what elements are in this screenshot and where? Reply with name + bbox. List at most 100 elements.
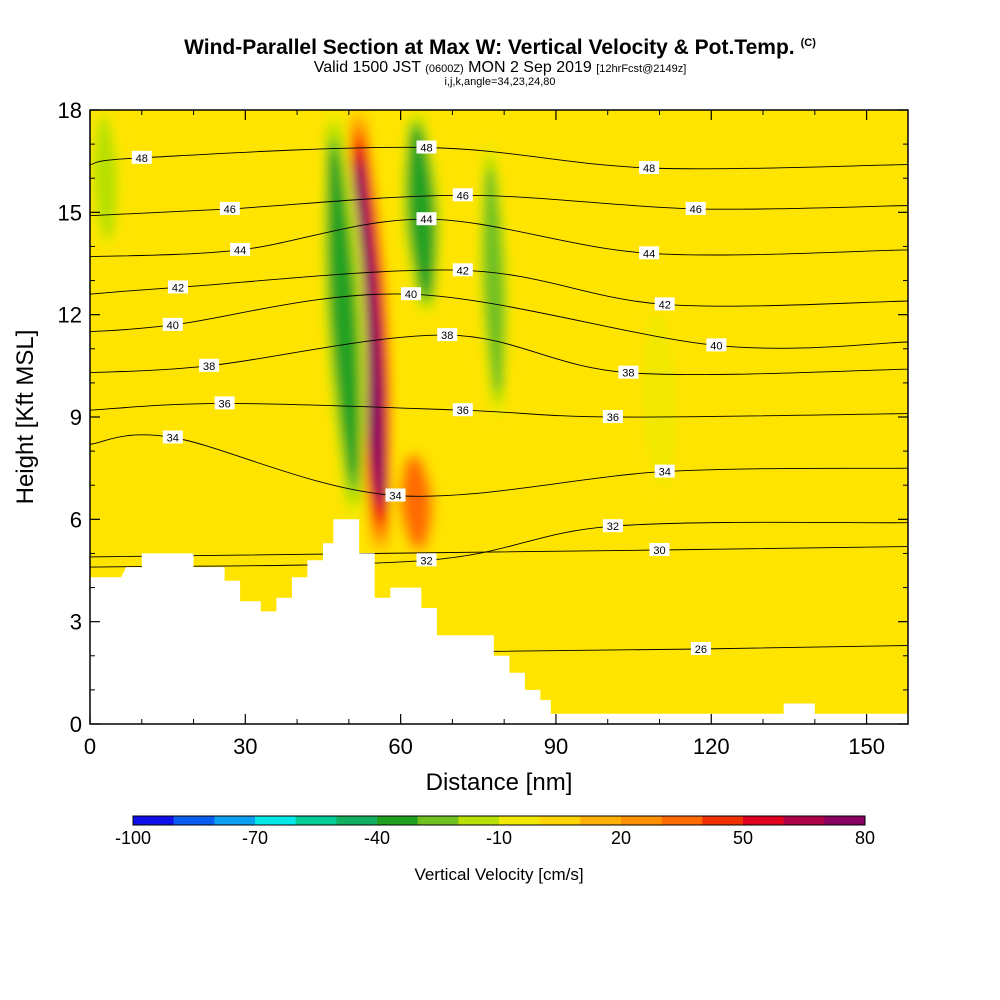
colorbar-swatch (702, 816, 744, 825)
colorbar-tick-label: -40 (364, 828, 390, 848)
contour-label: 30 (649, 543, 670, 557)
contour-label-text: 44 (234, 245, 246, 257)
colorbar-title: Vertical Velocity [cm/s] (414, 865, 583, 884)
colorbar-swatch (417, 816, 459, 825)
contour-label-bg (416, 212, 437, 226)
contour-label: 36 (452, 403, 473, 417)
x-tick-label: 150 (848, 734, 885, 759)
contour-label-bg (654, 297, 675, 311)
colorbar: -100 -70 -40 -10 20 50 80 (115, 815, 875, 848)
contour-label: 34 (162, 430, 183, 445)
contour-label-bg (602, 410, 623, 423)
contour-label-bg (162, 430, 183, 444)
colorbar-swatch (580, 816, 622, 825)
contour-label-bg (199, 358, 220, 372)
contour-label-bg (618, 365, 639, 379)
contour-label-text: 36 (457, 405, 469, 417)
contour-label: 38 (437, 328, 458, 342)
contour-label-bg (131, 150, 152, 164)
contour-label-text: 38 (441, 330, 453, 342)
w-layer (329, 156, 359, 474)
y-tick-label: 3 (70, 610, 82, 635)
colorbar-swatch (173, 816, 215, 825)
contour-label-bg (649, 543, 670, 556)
y-tick-label: 12 (58, 303, 82, 328)
contour-label: 40 (706, 338, 727, 352)
x-axis-label: Distance [nm] (426, 769, 573, 796)
isentrope-32 (90, 521, 908, 568)
w-layer (354, 168, 385, 496)
contour-label-bg (437, 328, 458, 342)
contour-label-text: 38 (203, 361, 215, 373)
contour-label-bg (401, 287, 421, 301)
contour-label: 26 (690, 642, 711, 656)
colorbar-tick-label: 50 (733, 828, 753, 848)
contour-label-bg (416, 140, 437, 154)
chart-title: Wind-Parallel Section at Max W: Vertical… (184, 36, 816, 59)
y-tick-label: 18 (58, 98, 82, 123)
contour-label-text: 48 (136, 153, 148, 165)
contour-label-text: 44 (643, 248, 655, 260)
contour-label: 48 (416, 140, 437, 155)
colorbar-swatch (336, 816, 378, 825)
contour-label: 44 (639, 246, 660, 260)
contour-label-text: 26 (695, 644, 707, 656)
contour-label-bg (162, 317, 183, 331)
contour-label: 44 (416, 212, 437, 226)
chart-indices: i,j,k,angle=34,23,24,80 (444, 76, 556, 88)
contour-label-bg (214, 396, 235, 410)
contour-label-bg (452, 403, 473, 417)
x-tick-label: 60 (388, 734, 412, 759)
w-feature-updraft (345, 110, 394, 554)
contour-label-text: 42 (172, 282, 184, 294)
contour-label-bg (639, 161, 660, 174)
y-axis-label: Height [Kft MSL] (12, 330, 39, 505)
contour-label-text: 40 (710, 340, 722, 352)
colorbar-swatch (783, 816, 825, 825)
contour-label: 48 (639, 161, 660, 175)
isentrope-44 (90, 218, 908, 258)
y-tick-label: 0 (70, 712, 82, 737)
w-layer (94, 120, 117, 237)
w-feature-updraft (394, 451, 438, 554)
contour-label-bg (168, 280, 188, 294)
contour-label-text: 36 (607, 412, 619, 424)
contour-label-text: 36 (218, 398, 230, 410)
colorbar-tick-label: 80 (855, 828, 875, 848)
contour-label: 36 (214, 396, 235, 410)
colorbar-swatch (295, 816, 337, 825)
contour-label-text: 40 (405, 289, 417, 301)
contour-label-text: 34 (659, 467, 671, 479)
contour-label: 44 (230, 242, 251, 257)
colorbar-swatch (661, 816, 703, 825)
contour-label-text: 32 (420, 555, 432, 567)
w-layer (642, 314, 677, 486)
contour-label-text: 44 (420, 214, 432, 226)
y-tick-label: 9 (70, 405, 82, 430)
w-feature-weak-downdraft (642, 314, 677, 486)
x-tick-label: 0 (84, 734, 96, 759)
colorbar-swatch (255, 816, 296, 825)
contour-label: 40 (162, 317, 183, 332)
y-tick-label: 15 (58, 200, 82, 225)
contour-label-text: 38 (622, 368, 634, 380)
terrain-fill (90, 519, 908, 724)
colorbar-tick-label: -70 (242, 828, 268, 848)
colorbar-tick-label: 20 (611, 828, 631, 848)
contour-label: 34 (654, 464, 675, 479)
contour-label: 32 (602, 519, 623, 533)
contour-label-bg (452, 188, 473, 202)
contour-label-text: 46 (224, 204, 236, 216)
contour-label: 46 (452, 188, 473, 202)
contour-label-bg (416, 553, 437, 567)
colorbar-swatch (621, 816, 662, 825)
colorbar-swatch (458, 816, 500, 825)
contour-label: 32 (416, 553, 437, 567)
chart-subtitle: Valid 1500 JST (0600Z) MON 2 Sep 2019 [1… (313, 59, 687, 76)
w-feature-downdraft (320, 110, 368, 520)
colorbar-tick-label: -100 (115, 828, 151, 848)
colorbar-swatch (743, 816, 784, 825)
colorbar-frame (132, 815, 866, 826)
